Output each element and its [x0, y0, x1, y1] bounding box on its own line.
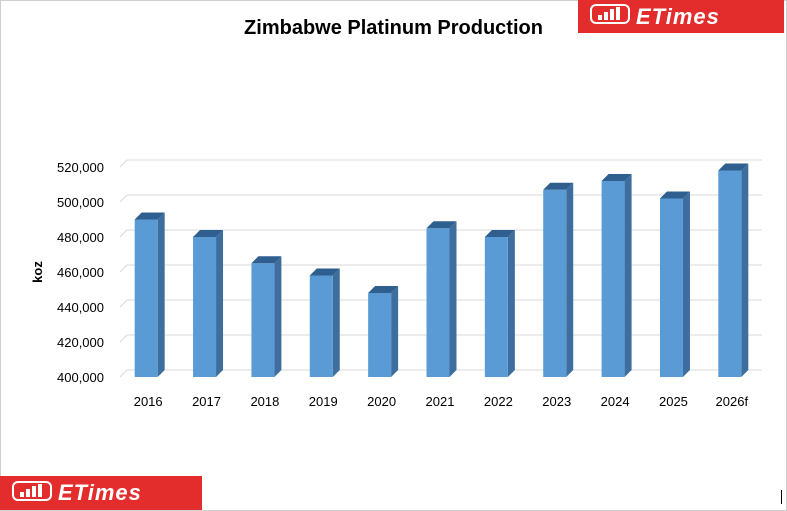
y-tick-label: 520,000: [57, 160, 104, 175]
y-tick-label: 500,000: [57, 195, 104, 210]
x-tick-label: 2022: [484, 394, 513, 409]
bar-2025: [659, 191, 690, 377]
bar-side: [157, 212, 165, 377]
bar-top: [426, 221, 457, 229]
gridlines: [119, 159, 762, 378]
brand-logo-text: ETimes: [58, 480, 142, 505]
x-axis-ticks: 2016 2017 2018 2019 2020 2021 2022 2023 2024 2025…: [134, 394, 749, 409]
x-tick-label: 2018: [250, 394, 279, 409]
bar-top: [193, 230, 224, 237]
bar-2017: [193, 230, 224, 377]
bar-2024: [601, 174, 632, 377]
gridline-edge: [119, 264, 128, 273]
bar-side: [624, 174, 632, 377]
y-axis-label: koz: [30, 261, 45, 283]
bar-side: [332, 268, 340, 377]
bar-front: [251, 263, 275, 377]
bar-top: [368, 286, 399, 293]
brand-logo-bottom: ETimes: [0, 476, 202, 510]
bar-top: [659, 191, 690, 199]
bar-top: [251, 256, 282, 264]
bar-top: [134, 212, 165, 220]
gridline-edge: [119, 194, 128, 203]
bar-side: [216, 230, 224, 377]
bar-front: [134, 219, 158, 377]
chart-title: Zimbabwe Platinum Production: [244, 17, 543, 39]
bar-front: [309, 275, 333, 377]
bar-side: [391, 286, 399, 377]
bar-2022: [484, 230, 515, 377]
bar-chart-logo-icon: [12, 480, 52, 506]
y-tick-label: 480,000: [57, 230, 104, 245]
bar-side: [741, 163, 749, 377]
bar-front: [484, 237, 508, 377]
bar-front: [718, 170, 742, 377]
gridline-edge: [119, 299, 128, 308]
bar-front: [601, 181, 625, 377]
bar-front: [543, 189, 567, 377]
bar-2016: [134, 212, 165, 377]
brand-logo-text: ETimes: [636, 3, 720, 29]
y-axis-ticks: 400,000 420,000 440,000 460,000 480,000 500,0…: [57, 160, 104, 385]
bar-side: [682, 191, 690, 377]
x-tick-label: 2021: [426, 394, 455, 409]
bar-top: [309, 268, 340, 276]
bar-front: [659, 198, 683, 377]
y-tick-label: 420,000: [57, 335, 104, 350]
bar-chart-logo-icon: [590, 4, 630, 29]
bar-top: [718, 163, 749, 171]
bars: [134, 163, 749, 377]
bar-top: [484, 230, 515, 237]
y-tick-label: 400,000: [57, 370, 104, 385]
gridline-edge: [119, 159, 128, 168]
bar-side: [566, 182, 574, 377]
text-cursor: [781, 490, 782, 504]
x-tick-label: 2020: [367, 394, 396, 409]
bar-2018: [251, 256, 282, 377]
bar-side: [274, 256, 282, 377]
bar-2021: [426, 221, 457, 377]
x-tick-label: 2016: [134, 394, 163, 409]
bar-top: [601, 174, 632, 181]
y-tick-label: 460,000: [57, 265, 104, 280]
x-tick-label: 2017: [192, 394, 221, 409]
bar-2019: [309, 268, 340, 377]
bar-top: [543, 182, 574, 190]
bar-side: [507, 230, 515, 377]
x-tick-label: 2024: [601, 394, 630, 409]
gridline-edge: [119, 334, 128, 343]
y-tick-label: 440,000: [57, 300, 104, 315]
x-tick-label: 2025: [659, 394, 688, 409]
brand-logo-top: ETimes: [578, 0, 784, 33]
x-tick-label: 2023: [542, 394, 571, 409]
bar-front: [368, 293, 392, 377]
bar-front: [193, 237, 217, 377]
gridline-edge: [119, 369, 128, 378]
x-tick-label: 2026f: [716, 394, 749, 409]
bar-2023: [543, 182, 574, 377]
bar-2026f: [718, 163, 749, 377]
bar-front: [426, 228, 450, 377]
gridline-edge: [119, 229, 128, 238]
bar-2020: [368, 286, 399, 377]
bar-side: [449, 221, 457, 377]
x-tick-label: 2019: [309, 394, 338, 409]
